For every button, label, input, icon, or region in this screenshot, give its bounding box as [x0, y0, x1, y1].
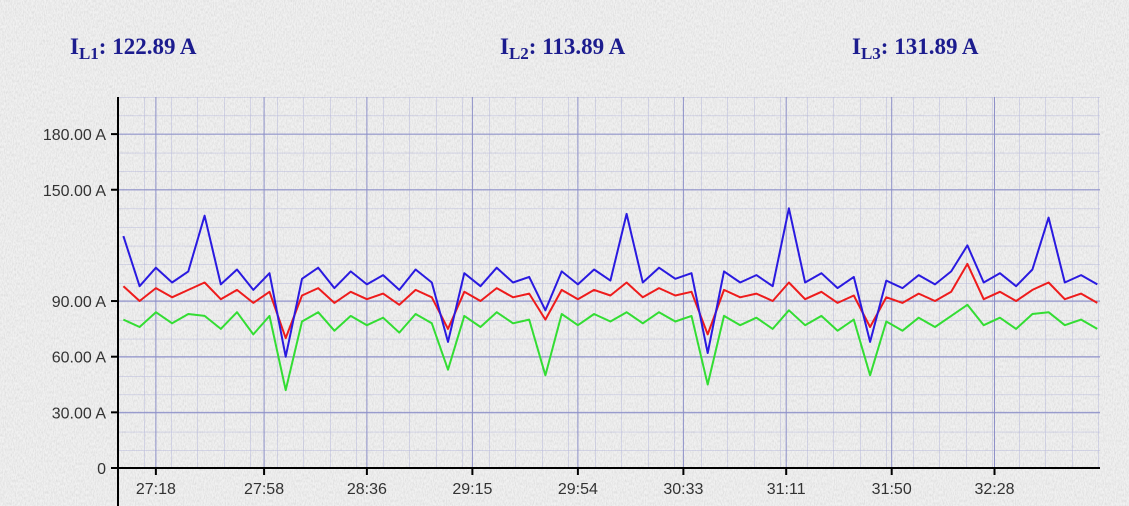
- current-reading: IL3: 131.89 A: [852, 34, 979, 63]
- reading-value: : 131.89 A: [881, 34, 979, 59]
- labels: IL1: 122.89 A IL2: 113.89 A IL3: 131.89 A0…: [43, 34, 1015, 498]
- y-tick-label: 0: [97, 461, 106, 478]
- x-tick-label: 29:54: [558, 481, 598, 498]
- x-tick-label: 32:28: [974, 481, 1014, 498]
- y-tick-label: 30.00 A: [52, 405, 107, 422]
- y-tick-label: 60.00 A: [52, 350, 107, 367]
- y-tick-label: 90.00 A: [52, 294, 107, 311]
- x-tick-label: 30:33: [663, 481, 703, 498]
- current-reading: IL2: 113.89 A: [500, 34, 626, 63]
- reading-symbol: I: [70, 34, 79, 59]
- series-line: [122, 262, 1098, 340]
- reading-value: : 113.89 A: [529, 34, 626, 59]
- x-tick-label: 31:11: [767, 481, 806, 498]
- series-line: [122, 207, 1098, 358]
- reading-value: : 122.89 A: [99, 34, 197, 59]
- x-tick-label: 27:58: [244, 481, 284, 498]
- reading-subscript: L3: [861, 44, 881, 63]
- plot: [118, 97, 1100, 469]
- x-tick-label: 29:15: [452, 481, 492, 498]
- current-reading: IL1: 122.89 A: [70, 34, 197, 63]
- x-tick-label: 27:18: [136, 481, 176, 498]
- y-tick-label: 180.00 A: [43, 127, 107, 144]
- y-tick-label: 150.00 A: [43, 183, 107, 200]
- x-tick-label: 28:36: [347, 481, 387, 498]
- reading-symbol: I: [500, 34, 509, 59]
- reading-subscript: L2: [509, 44, 529, 63]
- x-tick-label: 31:50: [872, 481, 912, 498]
- series-line: [122, 303, 1098, 392]
- reading-symbol: I: [852, 34, 861, 59]
- reading-subscript: L1: [79, 44, 99, 63]
